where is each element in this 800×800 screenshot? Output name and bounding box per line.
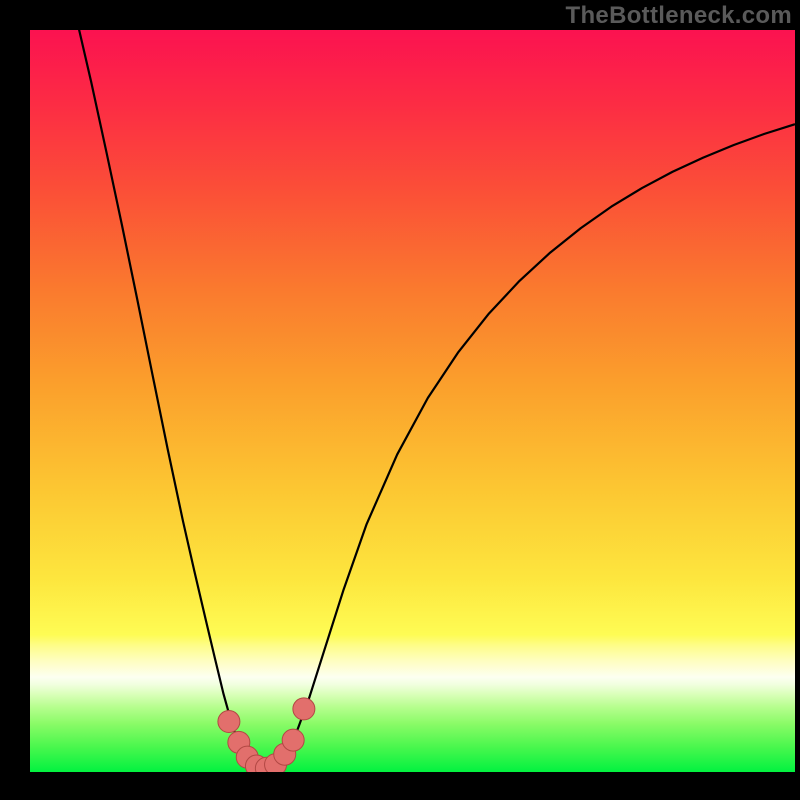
watermark-label: TheBottleneck.com: [566, 2, 792, 30]
marker-dot: [293, 698, 315, 720]
marker-dot: [282, 729, 304, 751]
gradient-background: [30, 30, 795, 772]
bottleneck-curve-chart: [30, 30, 795, 772]
marker-dot: [218, 711, 240, 733]
chart-svg: [30, 30, 795, 772]
